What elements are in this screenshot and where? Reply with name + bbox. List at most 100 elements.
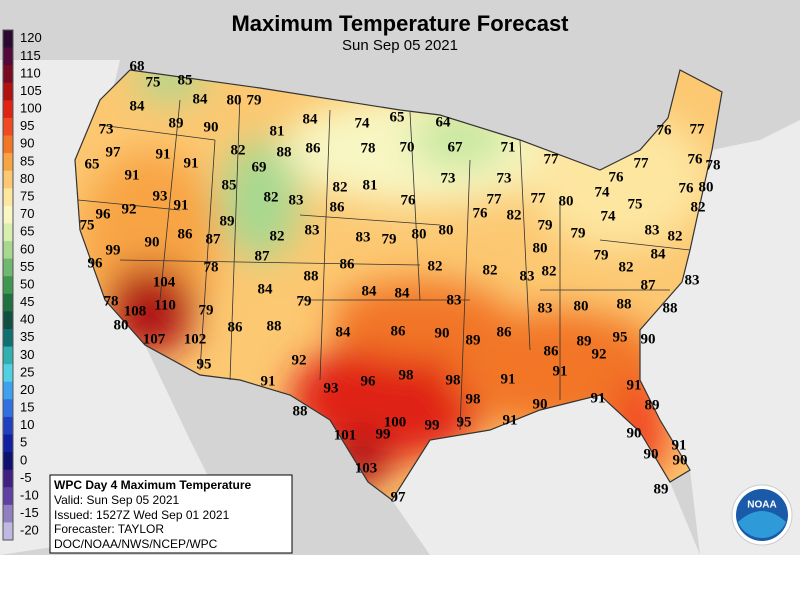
legend-swatch xyxy=(3,153,13,172)
temperature-label: 65 xyxy=(390,109,405,125)
legend-label: 20 xyxy=(20,382,34,397)
temperature-label: 82 xyxy=(333,179,348,195)
legend-label: -20 xyxy=(20,523,39,538)
temperature-label: 69 xyxy=(252,159,267,175)
temperature-label: 89 xyxy=(654,481,669,497)
temperature-label: 84 xyxy=(651,246,667,262)
color-legend: 1201151101051009590858075706560555045403… xyxy=(2,29,42,541)
temperature-label: 104 xyxy=(153,274,176,290)
legend-label: 100 xyxy=(20,101,42,116)
legend-label: 85 xyxy=(20,153,34,168)
temperature-label: 86 xyxy=(228,319,244,335)
temperature-label: 84 xyxy=(362,283,378,299)
temperature-label: 98 xyxy=(399,367,414,383)
temperature-label: 92 xyxy=(292,352,307,368)
temperature-label: 73 xyxy=(497,170,512,186)
legend-swatch xyxy=(3,346,13,365)
temperature-label: 65 xyxy=(85,156,100,172)
legend-swatch xyxy=(3,293,13,312)
temperature-label: 82 xyxy=(691,199,706,215)
temperature-label: 86 xyxy=(544,343,560,359)
temperature-label: 74 xyxy=(355,115,371,131)
temperature-label: 79 xyxy=(594,247,609,263)
temperature-label: 95 xyxy=(457,414,472,430)
temperature-label: 91 xyxy=(174,197,189,213)
legend-swatch xyxy=(3,504,13,523)
temperature-label: 96 xyxy=(361,373,377,389)
temperature-label: 86 xyxy=(178,226,194,242)
legend-label: 80 xyxy=(20,171,34,186)
temperature-label: 78 xyxy=(361,140,376,156)
temperature-label: 75 xyxy=(628,196,643,212)
temperature-label: 90 xyxy=(673,452,688,468)
temperature-label: 103 xyxy=(355,460,378,476)
info-box-frame xyxy=(49,474,293,554)
legend-label: 95 xyxy=(20,118,34,133)
temperature-label: 82 xyxy=(231,142,246,158)
legend-swatch xyxy=(3,117,13,137)
temperature-label: 79 xyxy=(199,302,214,318)
temperature-label: 76 xyxy=(679,180,695,196)
temperature-label: 96 xyxy=(96,206,112,222)
legend-frame xyxy=(2,29,14,541)
temperature-label: 79 xyxy=(297,293,312,309)
temperature-label: 90 xyxy=(145,234,160,250)
temperature-label: 107 xyxy=(143,331,166,347)
temperature-label: 91 xyxy=(672,437,687,453)
temperature-label: 89 xyxy=(645,397,660,413)
temperature-label: 99 xyxy=(376,426,391,442)
temperature-label: 84 xyxy=(193,91,209,107)
atlantic-ocean xyxy=(640,120,800,555)
temperature-label: 97 xyxy=(106,144,122,160)
temperature-label: 80 xyxy=(699,179,714,195)
legend-swatch xyxy=(3,135,13,154)
temperature-label: 86 xyxy=(497,324,513,340)
temperature-label: 76 xyxy=(473,205,489,221)
field-warm xyxy=(330,280,510,360)
us-outline xyxy=(74,69,723,501)
legend-label: 50 xyxy=(20,276,34,291)
legend-label: -10 xyxy=(20,487,39,502)
temperature-label: 74 xyxy=(601,208,617,224)
temperature-label: 82 xyxy=(542,263,557,279)
temperature-label: 84 xyxy=(258,281,274,297)
legend-label: 110 xyxy=(20,65,41,80)
field-mountain xyxy=(220,140,300,260)
legend-label: 90 xyxy=(20,136,34,151)
temperature-label: 82 xyxy=(668,228,683,244)
temperature-label: 75 xyxy=(146,74,161,90)
legend-swatch xyxy=(3,100,13,119)
temperature-label: 73 xyxy=(441,170,456,186)
legend-label: 35 xyxy=(20,329,34,344)
legend-swatch xyxy=(3,487,13,506)
legend-swatch xyxy=(3,223,13,242)
temperature-label: 90 xyxy=(644,446,659,462)
temperature-label: 88 xyxy=(293,403,308,419)
temperature-label: 86 xyxy=(306,140,322,156)
temperature-label: 98 xyxy=(466,391,481,407)
temperature-label: 93 xyxy=(153,188,168,204)
state-borders xyxy=(74,69,723,501)
temperature-label: 77 xyxy=(487,191,503,207)
legend-swatch xyxy=(3,311,13,330)
legend-swatch xyxy=(3,205,13,224)
temperature-label: 73 xyxy=(99,121,114,137)
legend-label: 40 xyxy=(20,312,34,327)
state-border xyxy=(77,94,691,431)
logo-wave xyxy=(738,511,786,538)
temperature-label: 77 xyxy=(531,190,547,206)
legend-swatch xyxy=(3,65,13,84)
legend-label: 10 xyxy=(20,417,34,432)
temperature-label: 90 xyxy=(627,425,642,441)
temperature-label: 78 xyxy=(706,157,721,173)
temperature-label: 91 xyxy=(261,373,276,389)
temperature-label: 97 xyxy=(391,489,407,505)
gulf-ocean xyxy=(392,395,700,555)
temperature-label: 77 xyxy=(634,155,650,171)
temperature-label: 88 xyxy=(277,144,292,160)
temperature-label: 80 xyxy=(114,317,129,333)
temperature-label: 86 xyxy=(340,256,356,272)
temperature-label: 82 xyxy=(483,262,498,278)
temperature-label: 95 xyxy=(613,329,628,345)
